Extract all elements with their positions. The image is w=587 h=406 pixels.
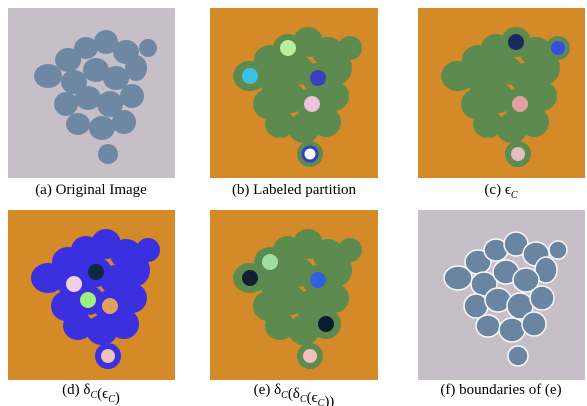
caption-text: (ϵ	[97, 386, 108, 402]
caption-text: (e) δ	[254, 382, 281, 398]
caption-text: (ϵ	[307, 390, 318, 406]
caption: (d) δC(ϵC)	[62, 382, 120, 406]
caption-text: (b) Labeled partition	[232, 182, 357, 198]
caption: (e) δC(δC(ϵC))	[254, 382, 335, 406]
caption: (b) Labeled partition	[232, 182, 357, 198]
panel-a	[8, 8, 175, 178]
caption: (c) ϵC	[484, 182, 517, 201]
panel-e	[210, 210, 378, 380]
caption-subscript: C	[300, 394, 307, 405]
caption-text: (c) ϵ	[484, 182, 510, 198]
panel-d	[8, 210, 175, 380]
caption-text: ))	[324, 394, 334, 406]
caption-text: )	[115, 390, 120, 406]
caption: (f) boundaries of (e)	[440, 382, 561, 398]
caption-subscript: C	[90, 390, 97, 401]
caption-text: (δ	[288, 386, 300, 402]
panel-c	[418, 8, 585, 178]
caption: (a) Original Image	[35, 182, 147, 198]
panel-b	[210, 8, 378, 178]
caption-subscript: C	[511, 190, 518, 201]
panel-f	[418, 210, 585, 380]
caption-text: (a) Original Image	[35, 182, 147, 198]
caption-subscript: C	[281, 390, 288, 401]
caption-subscript: C	[108, 394, 115, 405]
caption-subscript: C	[318, 398, 325, 406]
caption-text: (f) boundaries of (e)	[440, 382, 561, 398]
caption-text: (d) δ	[62, 382, 90, 398]
